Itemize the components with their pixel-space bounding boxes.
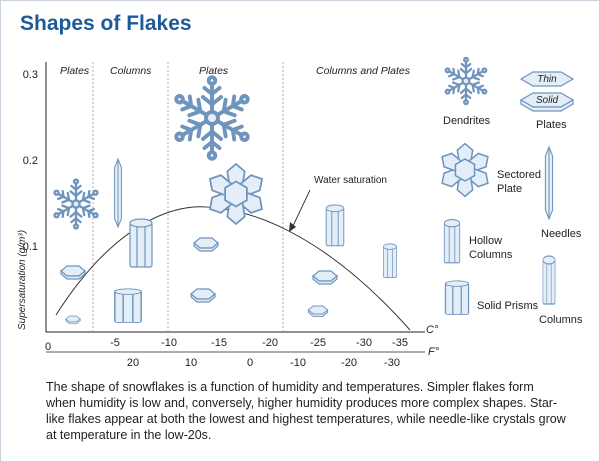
celsius-tick: -10: [161, 337, 177, 349]
water-saturation-curve: [55, 206, 411, 331]
column-crystal: [382, 243, 398, 278]
legend-hollow-label-2: Columns: [469, 249, 513, 261]
water-saturation-label: Water saturation: [314, 175, 387, 186]
legend-dendrites-label: Dendrites: [443, 115, 491, 127]
legend-hollow-label-1: Hollow: [469, 235, 502, 247]
y-tick: 0.2: [23, 155, 38, 167]
celsius-tick: -5: [110, 337, 120, 349]
plate-crystal: [65, 315, 81, 325]
celsius-tick: -30: [356, 337, 372, 349]
legend-needle-icon: [544, 146, 554, 220]
needle-crystal: [114, 158, 122, 228]
legend-sectored-label-2: Plate: [497, 183, 522, 195]
legend-hollow-column-icon: [443, 219, 461, 264]
celsius-tick: -35: [392, 337, 408, 349]
y-tick: 0.1: [23, 241, 38, 253]
hollow-column-crystal: [129, 218, 153, 268]
y-axis-label: Supersaturation (g/m³): [17, 230, 28, 330]
legend-dendrite-icon: [443, 58, 488, 104]
plate-crystal: [190, 288, 216, 303]
figure-caption: The shape of snowflakes is a function of…: [46, 379, 566, 443]
legend-thin-plate-icon: [519, 71, 575, 87]
celsius-tick: -20: [262, 337, 278, 349]
region-label: Plates: [199, 65, 229, 77]
region-label: Plates: [60, 65, 90, 77]
celsius-tick: -25: [310, 337, 326, 349]
fahrenheit-tick: 0: [247, 357, 253, 369]
celsius-unit: C°: [426, 324, 439, 336]
y-tick: 0: [45, 341, 51, 353]
plate-crystal: [307, 305, 329, 317]
legend-plates-label: Plates: [536, 119, 567, 131]
legend-sectored-plate-icon: [438, 144, 491, 197]
plate-crystals: [60, 237, 338, 325]
plate-crystal: [60, 265, 86, 280]
legend-columns-label: Columns: [539, 314, 583, 326]
legend-sectored-label-1: Sectored: [497, 169, 541, 181]
celsius-tick: -15: [211, 337, 227, 349]
fahrenheit-tick: -20: [341, 357, 357, 369]
fahrenheit-tick: -10: [290, 357, 306, 369]
fahrenheit-tick: -30: [384, 357, 400, 369]
y-tick: 0.3: [23, 69, 38, 81]
legend-column-icon: [542, 255, 556, 305]
legend-needles-label: Needles: [541, 228, 582, 240]
legend-thin-label: Thin: [537, 74, 557, 85]
arrow-icon: [289, 222, 296, 232]
region-label: Columns: [110, 65, 152, 77]
fahrenheit-tick: 10: [185, 357, 197, 369]
legend-solid-prism-icon: [444, 280, 470, 316]
region-label: Columns and Plates: [316, 65, 411, 77]
fahrenheit-tick: 20: [127, 357, 139, 369]
plate-crystal: [193, 237, 219, 252]
sectored-plate-crystal: [206, 164, 267, 224]
fahrenheit-unit: F°: [428, 346, 440, 358]
legend-solid-plate-icon: [519, 92, 575, 112]
figure-title: Shapes of Flakes: [20, 12, 192, 35]
legend-solid-label: Solid: [536, 95, 559, 106]
plate-crystal: [312, 270, 338, 285]
curve-pointer-line: [291, 189, 311, 229]
caption-text: The shape of snowflakes is a function of…: [46, 380, 566, 442]
solid-prism-crystal: [114, 288, 142, 324]
legend-solid-prisms-label: Solid Prisms: [477, 300, 539, 312]
dendrite-crystal: [172, 77, 252, 159]
hollow-column-crystal: [325, 204, 345, 247]
